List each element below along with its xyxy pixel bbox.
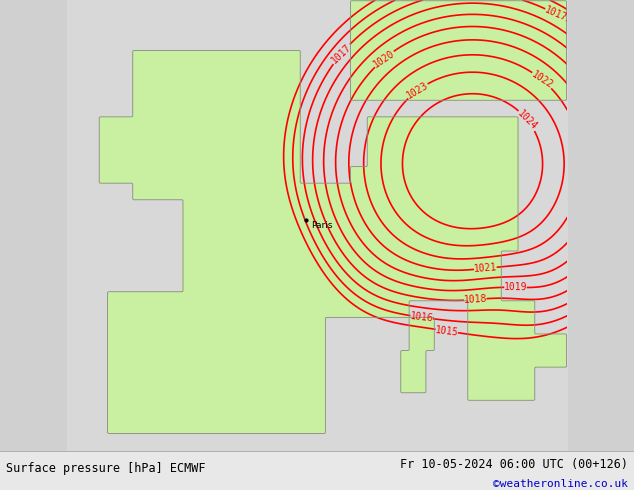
Text: 1021: 1021 (473, 263, 498, 274)
Text: 1018: 1018 (463, 294, 488, 305)
Text: 1022: 1022 (529, 69, 555, 91)
Text: 1024: 1024 (515, 108, 539, 132)
Text: 1017: 1017 (543, 5, 569, 24)
Text: Paris: Paris (311, 221, 333, 230)
Text: 1017: 1017 (329, 42, 353, 66)
Text: Fr 10-05-2024 06:00 UTC (00+126): Fr 10-05-2024 06:00 UTC (00+126) (399, 458, 628, 471)
Text: 1023: 1023 (405, 80, 430, 101)
Text: 1019: 1019 (504, 282, 527, 293)
Text: 1020: 1020 (372, 48, 397, 70)
Text: 1016: 1016 (410, 311, 434, 323)
Text: ©weatheronline.co.uk: ©weatheronline.co.uk (493, 479, 628, 489)
Text: 1015: 1015 (434, 325, 459, 338)
Text: Surface pressure [hPa] ECMWF: Surface pressure [hPa] ECMWF (6, 462, 206, 475)
